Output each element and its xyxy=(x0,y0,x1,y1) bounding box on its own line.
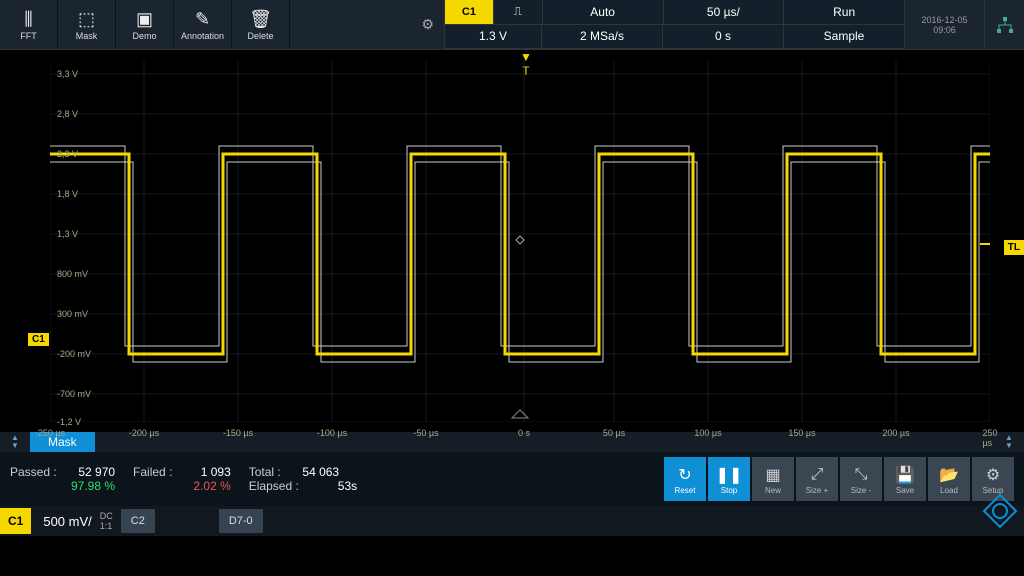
demo-button[interactable]: ▣Demo xyxy=(116,0,174,49)
gear-icon[interactable]: ⚙ xyxy=(421,16,434,33)
mask-controls: ↻Reset❚❚Stop▦New⤢Size +⤡Size -💾Save📂Load… xyxy=(664,457,1014,501)
waveform-display[interactable]: ▼T 3,3 V2,8 V2,3 V1,8 V1,3 V800 mV300 mV… xyxy=(0,50,1024,432)
save-button[interactable]: 💾Save xyxy=(884,457,926,501)
fft-icon: ⫼ xyxy=(24,9,32,31)
sample-rate[interactable]: 2 MSa/s xyxy=(541,25,662,50)
trigger-level-marker[interactable]: TL xyxy=(1004,240,1024,255)
demo-icon: ▣ xyxy=(136,9,153,31)
network-icon[interactable] xyxy=(984,0,1024,49)
datetime: 2016-12-05 09:06 xyxy=(904,0,984,49)
horizontal-delay[interactable]: 0 s xyxy=(662,25,783,50)
fft-button[interactable]: ⫼FFT xyxy=(0,0,58,49)
total-stat: Total : 54 063 Elapsed : 53s xyxy=(249,465,357,493)
delete-icon: 🗑 xyxy=(249,9,272,31)
c1-scale[interactable]: 500 mV/ xyxy=(35,514,99,529)
top-toolbar: ⫼FFT⬚Mask▣Demo✎Annotation🗑Delete ⚙ C1 ⎍ … xyxy=(0,0,1024,50)
passed-stat: Passed : 52 970 97.98 % xyxy=(10,465,115,493)
tool-buttons: ⫼FFT⬚Mask▣Demo✎Annotation🗑Delete xyxy=(0,0,290,49)
trigger-level[interactable]: 1.3 V xyxy=(444,25,541,50)
trigger-edge[interactable]: ⎍ xyxy=(493,0,542,25)
annotation-icon: ✎ xyxy=(195,9,210,31)
channel-badge[interactable]: C1 xyxy=(444,0,493,25)
brand-logo xyxy=(982,493,1018,534)
tab-scroll-right[interactable]: ▲▼ xyxy=(994,434,1024,450)
run-state[interactable]: Run xyxy=(783,0,904,25)
digital-tab[interactable]: D7-0 xyxy=(219,509,263,533)
c2-tab[interactable]: C2 xyxy=(121,509,155,533)
toolbar-spacer: ⚙ xyxy=(290,0,444,49)
stop-button[interactable]: ❚❚Stop xyxy=(708,457,750,501)
c1-coupling: DC1:1 xyxy=(100,511,121,531)
new-button[interactable]: ▦New xyxy=(752,457,794,501)
mask-icon: ⬚ xyxy=(78,9,95,31)
date-text: 2016-12-05 xyxy=(921,15,967,25)
size+-button[interactable]: ⤢Size + xyxy=(796,457,838,501)
mask-button[interactable]: ⬚Mask xyxy=(58,0,116,49)
acquisition-info: C1 ⎍ Auto 50 µs/ Run 1.3 V 2 MSa/s 0 s S… xyxy=(444,0,904,49)
trigger-mode[interactable]: Auto xyxy=(542,0,663,25)
time-text: 09:06 xyxy=(933,25,956,35)
size--button[interactable]: ⤡Size - xyxy=(840,457,882,501)
failed-stat: Failed : 1 093 2.02 % xyxy=(133,465,231,493)
c1-badge[interactable]: C1 xyxy=(0,508,31,534)
timebase[interactable]: 50 µs/ xyxy=(663,0,784,25)
c1-ground-marker[interactable]: C1 xyxy=(28,333,49,346)
tab-scroll-left[interactable]: ▲▼ xyxy=(0,434,30,450)
waveform-canvas xyxy=(50,60,990,422)
annotation-button[interactable]: ✎Annotation xyxy=(174,0,232,49)
acquisition-mode[interactable]: Sample xyxy=(783,25,904,50)
mask-stats-bar: Passed : 52 970 97.98 % Failed : 1 093 2… xyxy=(0,452,1024,506)
load-button[interactable]: 📂Load xyxy=(928,457,970,501)
channel-bar: C1 500 mV/ DC1:1 C2 D7-0 xyxy=(0,506,1024,536)
reset-button[interactable]: ↻Reset xyxy=(664,457,706,501)
delete-button[interactable]: 🗑Delete xyxy=(232,0,290,49)
